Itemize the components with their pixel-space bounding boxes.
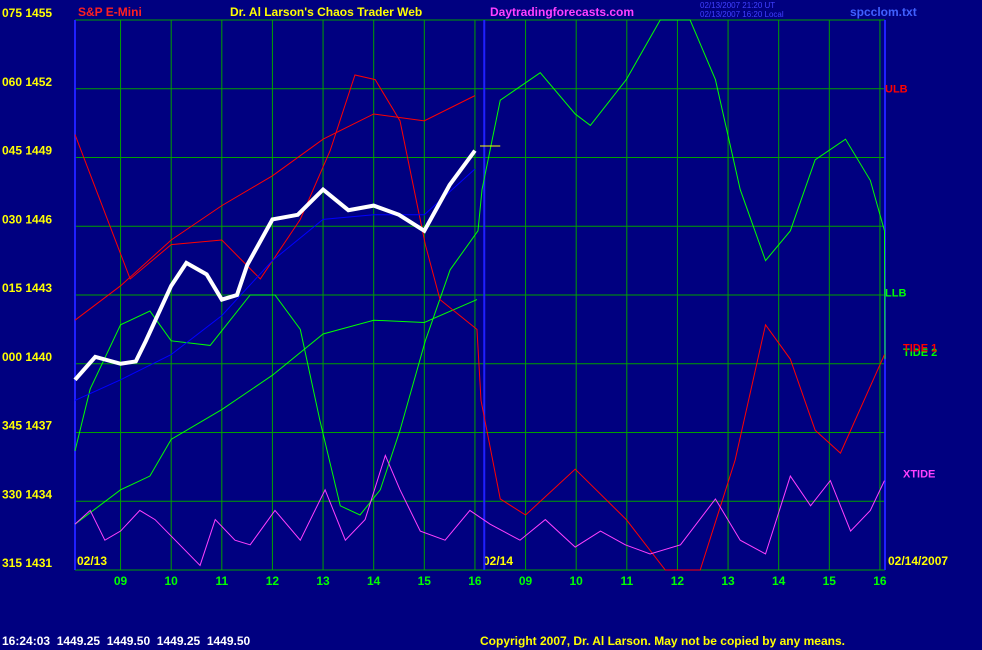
time-local: 02/13/2007 16:20 Local: [700, 10, 784, 19]
title: Dr. Al Larson's Chaos Trader Web: [230, 5, 422, 19]
time-ut: 02/13/2007 21:20 UT: [700, 1, 775, 10]
legend-label: TIDE 1: [903, 342, 937, 354]
site: Daytradingforecasts.com: [490, 5, 634, 19]
legend-label: XTIDE: [903, 469, 935, 481]
x-tick-label: 11: [215, 574, 228, 588]
legend-label: TIDE 2: [903, 347, 937, 359]
x-tick-label: 14: [772, 574, 786, 588]
y-tick-label: 015 1443: [2, 281, 52, 295]
series-line: [74, 19, 886, 516]
plot: 315 1431 330 1434 345 1437 000 1440 015 1443…: [2, 6, 937, 588]
copyright: Copyright 2007, Dr. Al Larson. May not b…: [480, 634, 845, 648]
series-line: [74, 74, 885, 571]
y-tick-label: 330 1434: [2, 487, 52, 501]
x-tick-label: 09: [519, 574, 533, 588]
x-tick-label: 13: [316, 574, 330, 588]
quote: 16:24:03 1449.25 1449.50 1449.25 1449.50: [2, 634, 251, 648]
y-tick-label: 060 1452: [2, 75, 52, 89]
legend-label: ULB: [885, 84, 908, 96]
y-tick-label: 345 1437: [2, 419, 52, 433]
series-line: [74, 453, 885, 567]
series-line: [73, 149, 477, 382]
x-tick-label: 10: [570, 574, 584, 588]
y-tick-label: 075 1455: [2, 6, 52, 20]
date-label: 02/13: [77, 554, 107, 568]
x-tick-label: 14: [367, 574, 381, 588]
x-tick-label: 12: [266, 574, 280, 588]
x-tick-label: 10: [165, 574, 179, 588]
x-tick-label: 12: [671, 574, 685, 588]
file: spcclom.txt: [850, 5, 917, 19]
y-tick-label: 030 1446: [2, 212, 52, 226]
x-tick-label: 15: [418, 574, 432, 588]
legend-label: LLB: [885, 287, 906, 299]
date-label: 02/14/2007: [888, 554, 948, 568]
x-tick-label: 13: [721, 574, 735, 588]
symbol: S&P E-Mini: [78, 5, 142, 19]
x-tick-label: 16: [873, 574, 887, 588]
series-line: [74, 168, 476, 401]
x-tick-label: 09: [114, 574, 128, 588]
series-line: [74, 299, 478, 525]
x-tick-label: 11: [620, 574, 633, 588]
y-tick-label: 000 1440: [2, 350, 52, 364]
x-tick-label: 16: [468, 574, 482, 588]
y-tick-label: 045 1449: [2, 144, 52, 158]
x-tick-label: 15: [823, 574, 837, 588]
y-tick-label: 315 1431: [2, 556, 52, 570]
series-line: [74, 95, 476, 321]
date-label: 02/14: [483, 554, 513, 568]
